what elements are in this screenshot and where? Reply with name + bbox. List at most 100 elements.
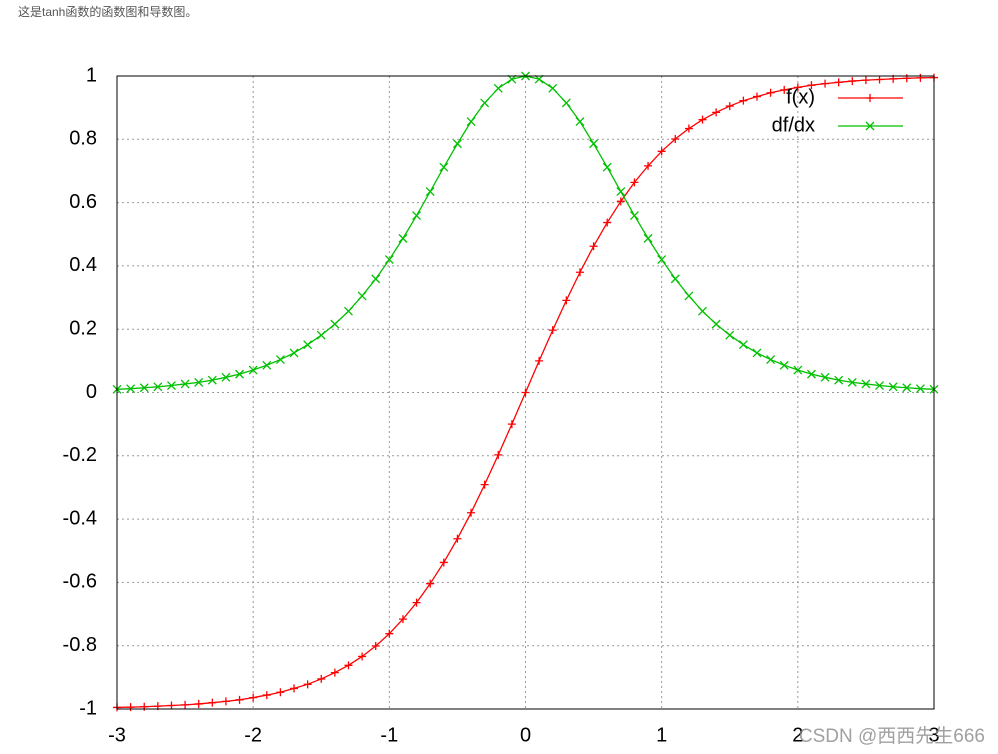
data-point xyxy=(793,365,803,375)
data-point xyxy=(916,73,925,82)
data-point xyxy=(330,319,340,329)
data-point xyxy=(412,598,421,607)
data-point xyxy=(426,579,435,588)
data-point xyxy=(902,74,911,83)
x-tick-label: -1 xyxy=(380,724,398,746)
legend-label: f(x) xyxy=(786,86,815,108)
data-point xyxy=(738,340,748,350)
x-tick-label: -2 xyxy=(244,724,262,746)
data-point xyxy=(847,377,857,387)
data-point xyxy=(235,369,245,379)
data-point xyxy=(657,147,666,156)
data-point xyxy=(344,661,353,670)
y-tick-label: -0.4 xyxy=(63,507,97,529)
data-point xyxy=(806,369,816,379)
y-tick-label: 0.4 xyxy=(69,254,97,276)
data-point xyxy=(915,384,925,394)
data-point xyxy=(575,268,584,277)
data-point xyxy=(861,76,870,85)
data-point xyxy=(766,355,776,365)
data-point xyxy=(344,306,353,316)
x-tick-label: 2 xyxy=(792,724,803,746)
data-point xyxy=(248,365,258,375)
data-point xyxy=(779,360,789,370)
data-point xyxy=(384,255,394,265)
data-point xyxy=(126,384,136,394)
data-point xyxy=(589,242,598,251)
y-tick-label: 0.8 xyxy=(69,128,97,150)
data-point xyxy=(276,688,285,697)
data-point xyxy=(562,296,571,305)
data-point xyxy=(671,134,680,143)
data-point xyxy=(834,78,843,87)
data-point xyxy=(575,117,585,127)
data-point xyxy=(644,161,653,170)
caption: 这是tanh函数的函数图和导数图。 xyxy=(18,4,197,19)
data-point xyxy=(221,372,231,382)
x-tick-label: 0 xyxy=(520,724,531,746)
data-point xyxy=(507,420,516,429)
watermark: CSDN @西西先生666 xyxy=(799,725,985,747)
y-tick-label: -0.6 xyxy=(63,571,97,593)
data-point xyxy=(180,379,190,389)
data-point xyxy=(289,348,299,358)
data-point xyxy=(249,693,258,702)
data-point xyxy=(875,381,884,390)
data-point xyxy=(303,340,313,350)
data-point xyxy=(126,703,135,712)
data-point xyxy=(602,162,612,172)
data-point xyxy=(902,383,912,393)
data-point xyxy=(739,96,748,105)
data-point xyxy=(535,356,544,365)
data-point xyxy=(684,124,693,133)
data-point xyxy=(317,674,326,683)
data-point xyxy=(153,382,163,392)
data-point xyxy=(725,330,735,340)
data-point xyxy=(698,115,707,124)
data-point xyxy=(194,377,204,387)
data-point xyxy=(139,383,149,393)
data-point xyxy=(603,218,612,227)
data-point xyxy=(207,375,217,385)
data-point xyxy=(208,698,217,707)
data-point xyxy=(452,139,462,149)
data-point xyxy=(643,233,653,243)
data-point xyxy=(657,255,667,265)
data-point xyxy=(494,450,503,459)
y-tick-label: 0.2 xyxy=(69,317,97,339)
data-point xyxy=(616,187,626,196)
data-point xyxy=(766,88,775,97)
data-point xyxy=(698,306,707,316)
data-point xyxy=(466,117,476,127)
data-point xyxy=(548,83,558,93)
data-point xyxy=(629,211,639,221)
data-point xyxy=(752,348,762,358)
legend-label: df/dx xyxy=(772,114,815,136)
data-point xyxy=(235,695,244,704)
data-point xyxy=(548,326,557,335)
data-point xyxy=(439,162,449,172)
data-point xyxy=(194,699,203,708)
plot-frame xyxy=(116,75,935,710)
data-point xyxy=(493,83,503,93)
legend-marker xyxy=(866,94,874,102)
data-point xyxy=(875,75,884,84)
data-point xyxy=(181,700,190,709)
data-point xyxy=(303,680,312,689)
x-tick-label: 3 xyxy=(928,724,939,746)
data-point xyxy=(290,684,299,693)
data-point xyxy=(616,197,625,206)
data-point xyxy=(561,98,571,108)
data-point xyxy=(780,85,789,94)
data-point xyxy=(167,701,176,710)
data-point xyxy=(262,691,271,700)
data-point xyxy=(358,652,367,661)
y-tick-label: 0 xyxy=(86,381,97,403)
data-point xyxy=(630,178,639,187)
data-point xyxy=(357,291,367,301)
data-point xyxy=(480,480,489,489)
data-point xyxy=(725,102,734,111)
data-point xyxy=(670,274,680,284)
